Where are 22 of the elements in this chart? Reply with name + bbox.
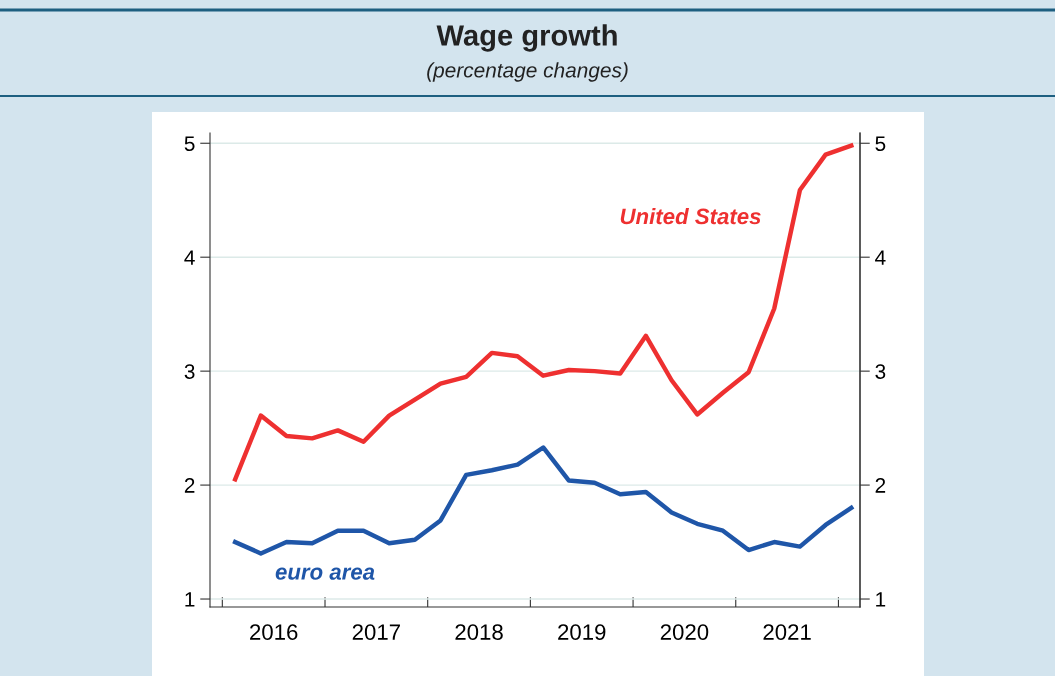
x-tick-label: 2021 — [763, 624, 811, 640]
y2-tick-label: 2 — [875, 478, 886, 493]
x-tick-label: 2020 — [660, 624, 709, 640]
y-tick-label: 3 — [184, 364, 195, 379]
y2-tick-label: 4 — [875, 250, 886, 265]
y-tick-label: 1 — [185, 592, 195, 607]
y-tick-label: 4 — [184, 250, 195, 265]
y2-tick-label: 1 — [876, 592, 886, 607]
chart-title: Wage growth — [436, 24, 617, 52]
y-tick-label: 2 — [184, 478, 195, 493]
x-tick-label: 2019 — [558, 624, 606, 640]
chart-subtitle: (percentage changes) — [427, 62, 628, 82]
y-tick-label: 5 — [184, 136, 195, 152]
x-tick-label: 2016 — [250, 624, 298, 640]
x-tick-label: 2017 — [352, 624, 400, 640]
line-series — [232, 143, 854, 482]
series-label: United States — [620, 207, 761, 225]
line-series — [232, 445, 854, 556]
y2-tick-label: 5 — [875, 136, 886, 152]
series-label: euro area — [275, 567, 375, 580]
x-tick-label: 2018 — [455, 624, 503, 640]
y2-tick-label: 3 — [875, 364, 886, 379]
